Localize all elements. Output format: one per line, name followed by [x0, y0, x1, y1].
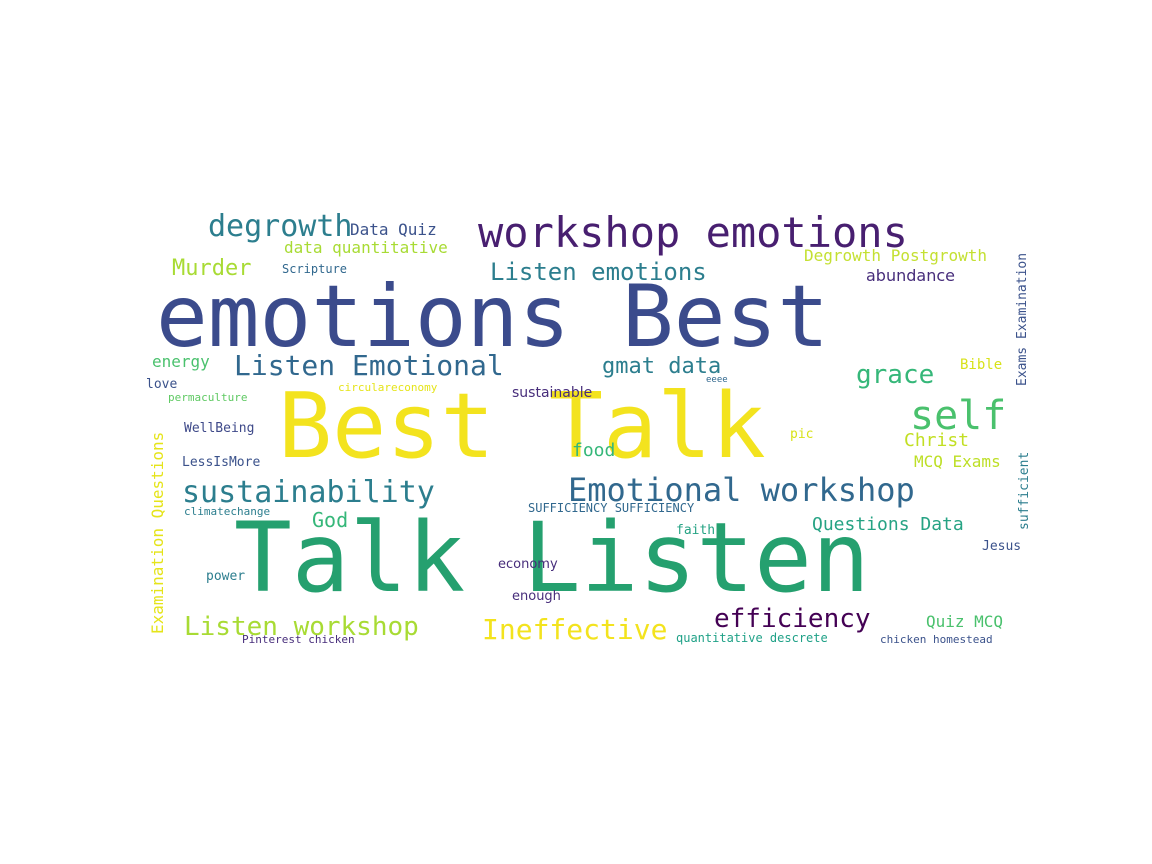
word: chicken homestead — [880, 633, 993, 646]
word: love — [146, 377, 178, 392]
word: power — [206, 569, 246, 584]
word: Examination Questions — [148, 431, 167, 634]
word: Questions Data — [812, 514, 964, 535]
word: circulareconomy — [338, 381, 438, 394]
word: Murder — [172, 256, 252, 281]
word: permaculture — [168, 391, 248, 404]
word: Jesus — [982, 539, 1022, 554]
word: degrowth — [208, 209, 353, 244]
word: abundance — [866, 266, 955, 285]
word: emotions Best — [156, 267, 830, 367]
word: faith — [676, 523, 716, 538]
word: energy — [152, 352, 210, 371]
word: gmat data — [602, 354, 722, 379]
word: Bible — [960, 357, 1003, 373]
word: Scripture — [282, 262, 348, 276]
word: Degrowth Postgrowth — [804, 246, 988, 265]
word: efficiency — [714, 604, 871, 634]
word: Quiz MCQ — [926, 612, 1004, 631]
word: grace — [856, 360, 935, 390]
word: Pinterest chicken — [242, 633, 355, 646]
word: Ineffective — [482, 613, 668, 646]
word: Best Talk — [278, 374, 766, 479]
word: eeee — [706, 375, 728, 385]
word: Emotional workshop — [568, 471, 915, 509]
word: climatechange — [184, 505, 271, 518]
word: quantitative descrete — [676, 631, 828, 645]
word: Christ — [904, 430, 970, 451]
word: food — [572, 440, 616, 461]
word: WellBeing — [184, 421, 255, 436]
word: God — [312, 508, 349, 532]
word: MCQ Exams — [914, 452, 1001, 471]
word: sustainability — [182, 475, 435, 510]
word: enough — [512, 589, 561, 604]
word: LessIsMore — [182, 455, 261, 470]
word: self — [910, 393, 1007, 439]
word: Listen Emotional — [234, 349, 504, 382]
word: Talk Listen — [234, 502, 870, 614]
word: sustainable — [512, 385, 593, 401]
word: workshop emotions — [478, 208, 908, 257]
word: Listen emotions — [490, 258, 707, 286]
word: Listen workshop — [184, 612, 419, 642]
word: data quantitative — [284, 238, 448, 257]
word: Exams Examination — [1015, 252, 1030, 386]
word: pic — [790, 427, 814, 442]
word: Data Quiz — [350, 220, 437, 239]
word: sufficient — [1017, 451, 1032, 530]
word: SUFFICIENCY SUFFICIENCY — [528, 501, 695, 515]
word-cloud: emotions Best Best Talk Talk Listen work… — [146, 210, 1034, 654]
word: economy — [498, 557, 558, 572]
